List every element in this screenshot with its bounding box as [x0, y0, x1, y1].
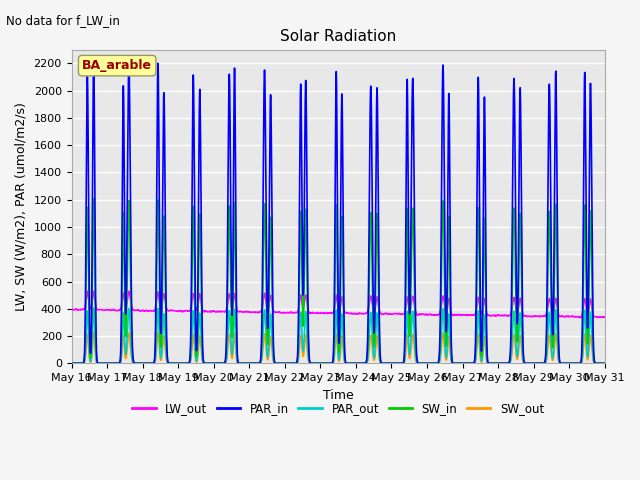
Text: No data for f_LW_in: No data for f_LW_in — [6, 14, 120, 27]
Text: BA_arable: BA_arable — [82, 59, 152, 72]
Y-axis label: LW, SW (W/m2), PAR (umol/m2/s): LW, SW (W/m2), PAR (umol/m2/s) — [15, 102, 28, 311]
Legend: LW_out, PAR_in, PAR_out, SW_in, SW_out: LW_out, PAR_in, PAR_out, SW_in, SW_out — [127, 398, 549, 420]
X-axis label: Time: Time — [323, 389, 353, 402]
Title: Solar Radiation: Solar Radiation — [280, 29, 396, 44]
